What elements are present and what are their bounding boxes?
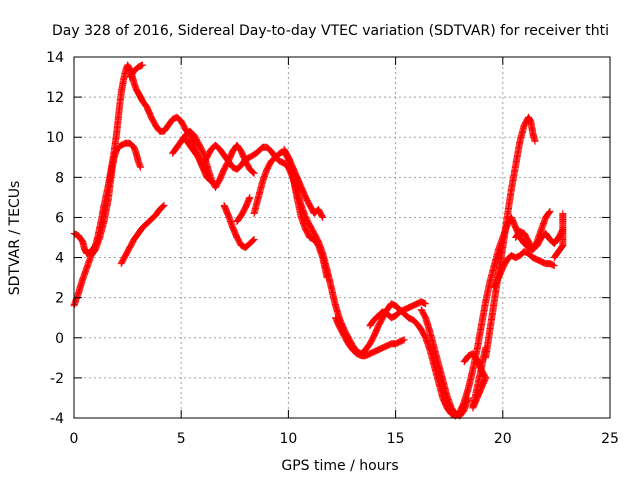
data-series [332,314,408,360]
x-tick-label: 10 [279,431,297,447]
y-tick-label: 8 [55,170,64,186]
data-series [182,135,215,185]
x-tick-label: 15 [387,431,405,447]
series-markers [490,248,558,292]
data-series [366,298,430,330]
x-tick-label: 20 [494,431,512,447]
series-markers [366,298,430,330]
data-series [280,145,327,221]
y-tick-label: 2 [55,291,64,307]
series-markers [233,193,254,225]
tick-labels: 0 5 10 15 20 25 -4 -2 0 2 4 6 8 10 12 14 [46,50,619,447]
y-tick-label: -2 [50,371,64,387]
series-markers [332,314,408,360]
series-markers [417,306,472,420]
data-series [169,127,258,191]
data-series [117,201,168,268]
data-series [126,61,147,81]
x-tick-label: 25 [601,431,619,447]
data-series [233,193,254,225]
plot-frame [73,56,611,419]
y-tick-label: -4 [50,411,64,427]
y-tick-label: 0 [55,331,64,347]
x-axis-label: GPS time / hours [281,458,398,474]
y-axis-label: SDTVAR / TECUs [7,181,23,296]
series-markers [220,201,258,251]
series-markers [460,344,490,412]
data-layer [70,61,567,420]
data-series [490,248,558,292]
series-markers [117,201,168,268]
ticks [73,56,611,419]
series-markers [280,145,327,221]
data-series [460,344,490,412]
series-markers [126,61,147,81]
series-markers [550,209,567,262]
series-markers [169,127,258,191]
data-series [512,207,554,253]
data-series [220,201,258,251]
y-tick-label: 6 [55,210,64,226]
series-markers [182,135,215,185]
data-series [417,306,472,420]
series-markers [512,207,554,253]
x-tick-label: 0 [70,431,79,447]
chart-title: Day 328 of 2016, Sidereal Day-to-day VTE… [52,23,609,39]
y-tick-label: 4 [55,251,64,267]
data-series [550,209,567,262]
y-tick-label: 14 [46,50,64,66]
y-tick-label: 12 [46,90,64,106]
x-tick-label: 5 [177,431,186,447]
y-tick-label: 10 [46,130,64,146]
